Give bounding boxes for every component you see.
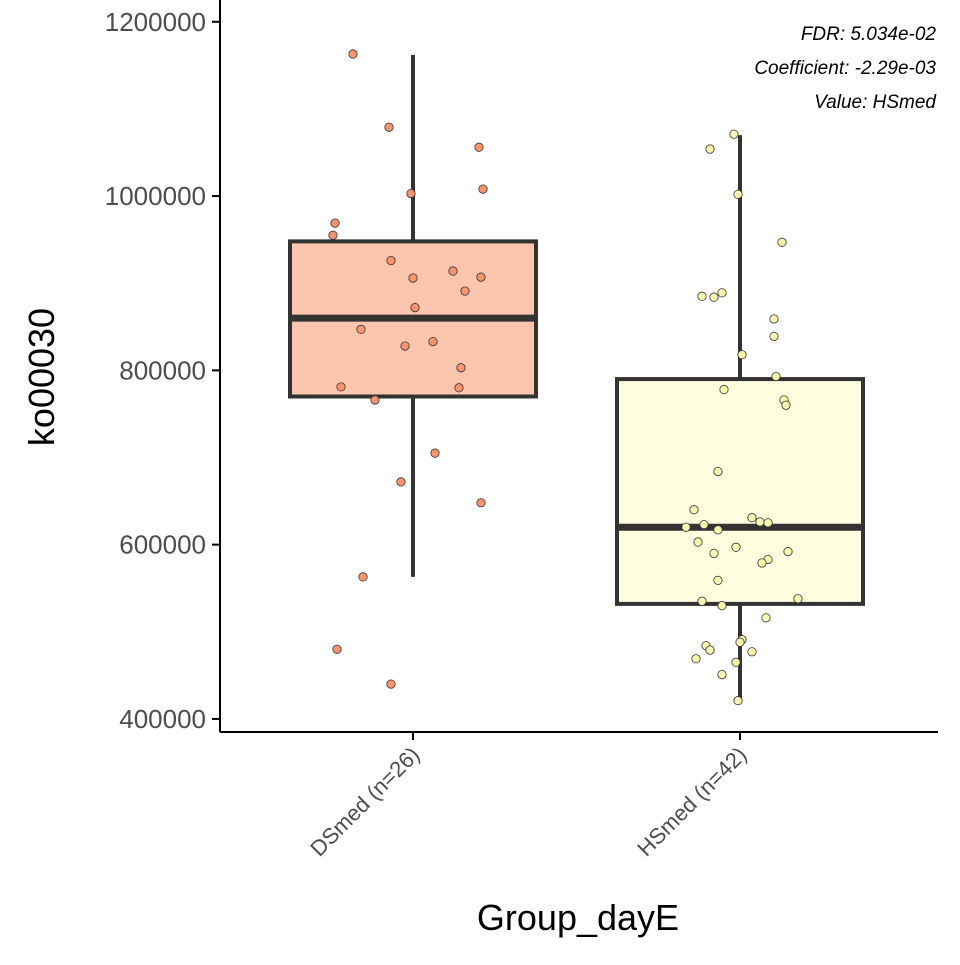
data-point bbox=[476, 498, 486, 508]
y-tick-label: 600000 bbox=[119, 530, 206, 560]
y-tick-label: 400000 bbox=[119, 704, 206, 734]
points-layer bbox=[328, 49, 803, 706]
data-point bbox=[769, 314, 779, 324]
data-point bbox=[328, 230, 338, 240]
data-point bbox=[681, 522, 691, 532]
data-point bbox=[729, 129, 739, 139]
x-tick-label: HSmed (n=42) bbox=[632, 742, 751, 861]
data-point bbox=[386, 679, 396, 689]
data-point bbox=[384, 122, 394, 132]
data-point bbox=[731, 657, 741, 667]
data-point bbox=[755, 517, 765, 527]
data-point bbox=[408, 273, 418, 283]
data-point bbox=[747, 647, 757, 657]
data-point bbox=[396, 477, 406, 487]
data-point bbox=[476, 272, 486, 282]
data-point bbox=[410, 303, 420, 313]
data-point bbox=[348, 49, 358, 59]
data-point bbox=[717, 601, 727, 611]
data-point bbox=[757, 558, 767, 568]
data-point bbox=[713, 525, 723, 535]
y-tick-label: 1200000 bbox=[105, 7, 206, 37]
data-point bbox=[737, 350, 747, 360]
x-tick-label: DSmed (n=26) bbox=[305, 742, 424, 861]
data-point bbox=[733, 696, 743, 706]
data-point bbox=[709, 292, 719, 302]
data-point bbox=[793, 594, 803, 604]
data-point bbox=[474, 142, 484, 152]
data-point bbox=[697, 596, 707, 606]
data-point bbox=[697, 291, 707, 301]
data-point bbox=[747, 513, 757, 523]
data-point bbox=[454, 383, 464, 393]
data-point bbox=[386, 255, 396, 266]
data-point bbox=[406, 188, 416, 199]
data-point bbox=[733, 189, 743, 199]
data-point bbox=[771, 371, 781, 382]
data-point bbox=[717, 288, 727, 298]
data-point bbox=[456, 363, 466, 373]
data-point bbox=[731, 542, 741, 552]
data-point bbox=[358, 572, 368, 582]
data-point bbox=[336, 382, 346, 392]
box-group bbox=[615, 135, 865, 702]
box-iqr bbox=[615, 377, 865, 606]
data-point bbox=[717, 669, 727, 680]
data-point bbox=[781, 400, 791, 410]
data-point bbox=[430, 448, 440, 458]
data-point bbox=[709, 548, 719, 558]
data-point bbox=[448, 266, 458, 276]
x-axis-title: Group_dayE bbox=[477, 897, 679, 938]
data-point bbox=[691, 654, 701, 664]
data-point bbox=[370, 395, 380, 405]
stats-annotations: FDR: 5.034e-02 Coefficient: -2.29e-03 Valu… bbox=[754, 24, 937, 113]
data-point bbox=[693, 537, 703, 547]
data-point bbox=[761, 613, 771, 623]
data-point bbox=[689, 505, 699, 515]
box-group bbox=[288, 54, 538, 577]
data-point bbox=[428, 336, 438, 347]
data-point bbox=[460, 286, 470, 296]
data-point bbox=[777, 237, 787, 247]
data-point bbox=[783, 547, 793, 557]
stats-annotation: Value: HSmed bbox=[814, 92, 937, 113]
y-axis-title: ko00030 bbox=[21, 308, 62, 446]
x-axis-ticks: DSmed (n=26) HSmed (n=42) bbox=[305, 732, 752, 861]
data-point bbox=[769, 331, 779, 341]
data-point bbox=[699, 519, 709, 530]
data-point bbox=[330, 218, 340, 228]
axes-layer bbox=[219, 0, 938, 733]
data-point bbox=[400, 341, 410, 351]
data-point bbox=[763, 518, 773, 528]
data-point bbox=[332, 644, 342, 654]
data-point bbox=[705, 144, 715, 154]
stats-annotation: Coefficient: -2.29e-03 bbox=[754, 58, 936, 79]
data-point bbox=[705, 645, 715, 655]
data-point bbox=[713, 466, 723, 477]
data-point bbox=[735, 637, 745, 647]
y-tick-label: 800000 bbox=[119, 355, 206, 385]
data-point bbox=[356, 324, 366, 334]
y-axis-ticks: 400000 600000 800000 1000000 1200000 bbox=[105, 7, 220, 734]
y-tick-label: 1000000 bbox=[105, 181, 206, 211]
data-point bbox=[713, 575, 723, 585]
data-point bbox=[478, 184, 488, 194]
stats-annotation: FDR: 5.034e-02 bbox=[801, 24, 937, 45]
box-layer bbox=[288, 54, 865, 702]
data-point bbox=[719, 384, 729, 395]
